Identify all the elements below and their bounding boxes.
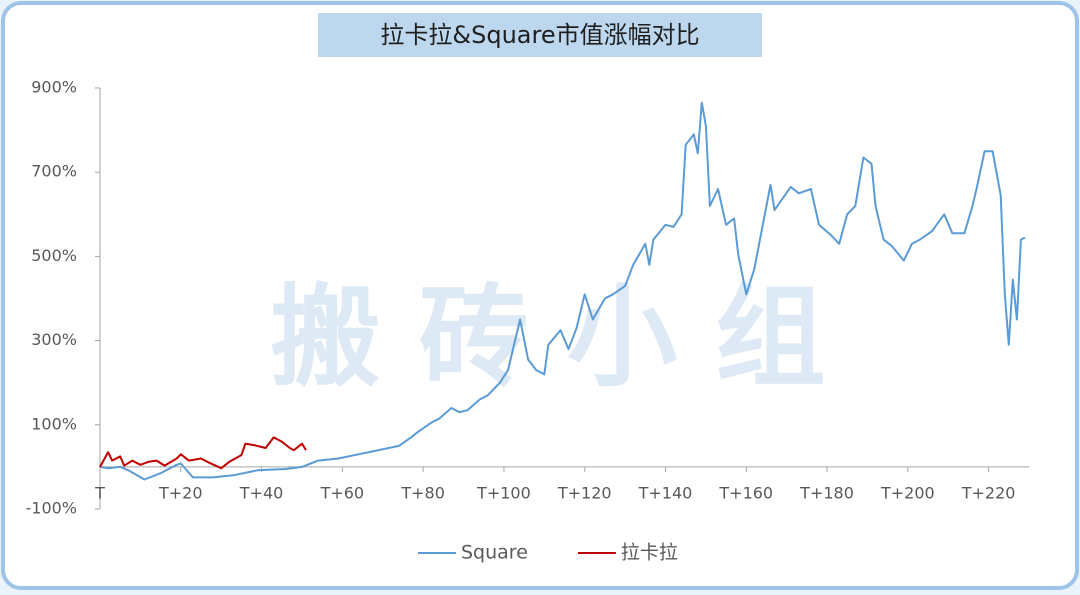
y-tick-label: 100% bbox=[31, 414, 77, 433]
x-tick-label: T+40 bbox=[239, 484, 284, 503]
title-box bbox=[318, 13, 762, 57]
x-tick-label: T bbox=[94, 484, 105, 503]
x-tick-label: T+120 bbox=[557, 484, 612, 503]
series-line bbox=[99, 101, 1026, 481]
series-line bbox=[99, 436, 307, 470]
y-tick-label: 300% bbox=[31, 330, 77, 349]
chart-title: 拉卡拉&Square市值涨幅对比 bbox=[380, 21, 699, 49]
x-tick-label: T+200 bbox=[880, 484, 935, 503]
y-tick-label: 900% bbox=[31, 78, 77, 97]
x-tick-label: T+60 bbox=[320, 484, 365, 503]
x-tick-label: T+20 bbox=[158, 484, 203, 503]
x-tick-label: T+140 bbox=[638, 484, 693, 503]
watermark: 搬 砖 小 组 bbox=[271, 273, 826, 401]
x-tick-label: T+160 bbox=[718, 484, 773, 503]
x-tick-label: T+80 bbox=[400, 484, 445, 503]
y-tick-label: 500% bbox=[31, 246, 77, 265]
legend-label: 拉卡拉 bbox=[621, 542, 678, 564]
x-tick-label: T+220 bbox=[961, 484, 1016, 503]
x-tick-label: T+100 bbox=[476, 484, 531, 503]
legend-label: Square bbox=[461, 542, 528, 564]
y-tick-label: -100% bbox=[25, 499, 77, 518]
y-tick-label: 700% bbox=[31, 162, 77, 181]
x-tick-label: T+180 bbox=[799, 484, 854, 503]
